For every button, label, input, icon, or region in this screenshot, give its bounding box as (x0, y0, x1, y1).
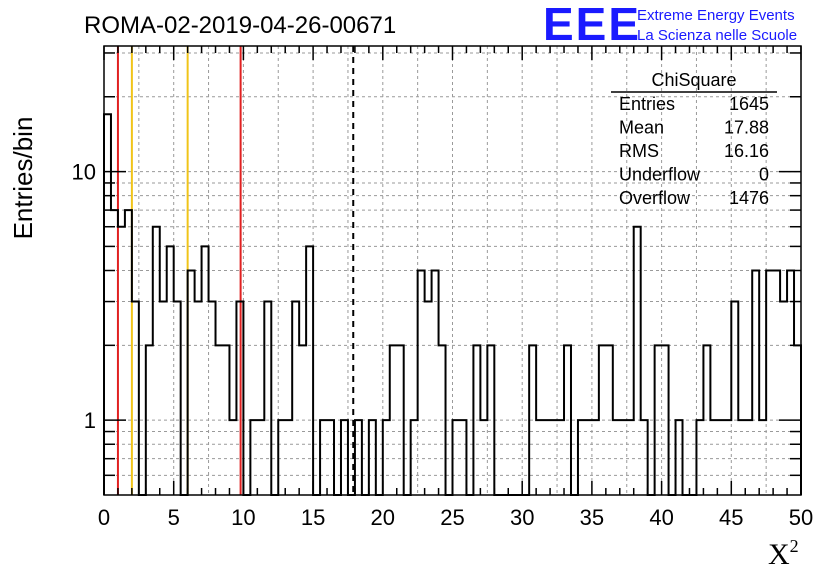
x-tick-label: 40 (649, 505, 673, 530)
x-tick-label: 25 (440, 505, 464, 530)
stats-row-value: 1645 (729, 94, 769, 114)
logo-line-1: Extreme Energy Events (637, 7, 795, 24)
y-tick-label: 10 (72, 160, 96, 185)
chart-title: ROMA-02-2019-04-26-00671 (84, 12, 396, 39)
stats-row-label: Underflow (619, 165, 701, 185)
x-tick-label: 5 (168, 505, 180, 530)
x-tick-label: 0 (98, 505, 110, 530)
y-tick-label: 1 (84, 408, 96, 433)
stats-box: ChiSquare Entries 1645 Mean 17.88 RMS 16.16 Un… (611, 70, 777, 208)
stats-row-value: 0 (759, 165, 769, 185)
eee-logo-mark: EEE (543, 0, 641, 50)
y-axis-label: Entries/bin (8, 117, 38, 240)
x-tick-labels: 0 5 10 15 20 25 30 35 40 45 50 (98, 505, 813, 530)
x-axis-label-sup: 2 (790, 536, 799, 556)
stats-row-label: Overflow (619, 188, 691, 208)
eee-logo: EEE Extreme Energy Events La Scienza nel… (543, 0, 797, 50)
x-tick-label: 35 (580, 505, 604, 530)
stats-title: ChiSquare (651, 70, 736, 90)
x-tick-label: 30 (510, 505, 534, 530)
x-tick-label: 45 (719, 505, 743, 530)
axis-ticks (103, 46, 802, 495)
x-tick-label: 50 (789, 505, 813, 530)
stats-row-label: RMS (619, 141, 659, 161)
stats-row-label: Mean (619, 118, 664, 138)
stats-row-value: 17.88 (724, 118, 769, 138)
histogram-series (103, 113, 802, 496)
x-axis-label-base: X (768, 538, 790, 571)
stats-row-label: Entries (619, 94, 675, 114)
x-tick-label: 10 (231, 505, 255, 530)
stats-row-value: 16.16 (724, 141, 769, 161)
stats-row-value: 1476 (729, 188, 769, 208)
x-tick-label: 15 (301, 505, 325, 530)
logo-line-2: La Scienza nelle Scuole (637, 27, 797, 44)
x-tick-label: 20 (371, 505, 395, 530)
y-tick-labels: 1 10 (72, 160, 96, 434)
x-axis-label: X2 (768, 536, 799, 571)
